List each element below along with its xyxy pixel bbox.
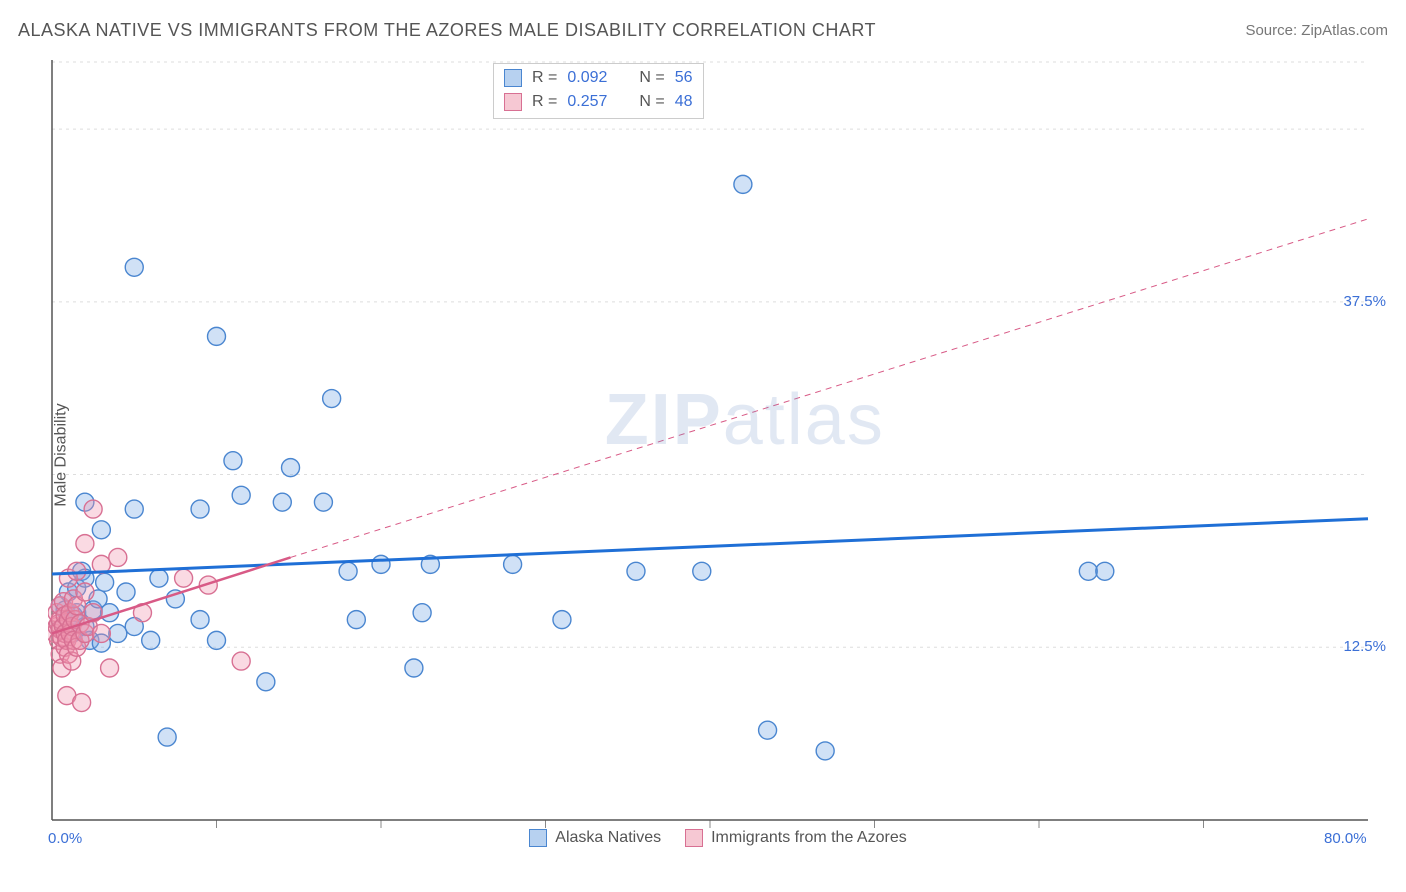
scatter-point [191, 500, 209, 518]
y-tick-label: 12.5% [1343, 638, 1386, 655]
scatter-point [191, 611, 209, 629]
scatter-point [413, 604, 431, 622]
scatter-point [553, 611, 571, 629]
legend-stat-label: N = [639, 90, 664, 114]
legend-r-value: 0.257 [567, 90, 607, 114]
chart-header: ALASKA NATIVE VS IMMIGRANTS FROM THE AZO… [18, 20, 1388, 41]
scatter-point [339, 562, 357, 580]
legend-swatch [504, 93, 522, 111]
scatter-point [142, 631, 160, 649]
scatter-point [175, 569, 193, 587]
scatter-point [816, 742, 834, 760]
scatter-point [323, 390, 341, 408]
scatter-point [504, 555, 522, 573]
chart-title: ALASKA NATIVE VS IMMIGRANTS FROM THE AZO… [18, 20, 876, 41]
scatter-point [208, 631, 226, 649]
legend-swatch [685, 829, 703, 847]
scatter-point [76, 535, 94, 553]
scatter-point [109, 624, 127, 642]
scatter-point [84, 500, 102, 518]
scatter-point [232, 486, 250, 504]
scatter-point [73, 694, 91, 712]
scatter-point [232, 652, 250, 670]
y-tick-label: 37.5% [1343, 293, 1386, 310]
legend-stat-label: R = [532, 90, 557, 114]
legend-series-name: Immigrants from the Azores [711, 829, 907, 847]
scatter-point [158, 728, 176, 746]
scatter-point [224, 452, 242, 470]
legend-swatch [504, 69, 522, 87]
scatter-point [734, 175, 752, 193]
legend-stat-label: R = [532, 66, 557, 90]
scatter-point [101, 659, 119, 677]
scatter-point [627, 562, 645, 580]
scatter-chart [48, 60, 1388, 850]
scatter-point [347, 611, 365, 629]
legend-stats-row: R = 0.092 N = 56 [504, 66, 693, 90]
legend-stats-box: R = 0.092 N = 56 R = 0.257 N = 48 [493, 63, 704, 119]
legend-r-value: 0.092 [567, 66, 607, 90]
legend-n-value: 56 [675, 66, 693, 90]
legend-bottom: Alaska Natives Immigrants from the Azores [48, 826, 1388, 850]
scatter-point [1079, 562, 1097, 580]
trend-line-series-0 [52, 519, 1368, 574]
scatter-point [759, 721, 777, 739]
scatter-point [76, 583, 94, 601]
scatter-point [273, 493, 291, 511]
scatter-point [208, 327, 226, 345]
scatter-point [693, 562, 711, 580]
legend-series-name: Alaska Natives [555, 829, 661, 847]
scatter-point [282, 459, 300, 477]
scatter-point [257, 673, 275, 691]
scatter-point [109, 548, 127, 566]
scatter-point [405, 659, 423, 677]
legend-stats-row: R = 0.257 N = 48 [504, 90, 693, 114]
scatter-point [92, 521, 110, 539]
scatter-point [96, 573, 114, 591]
trend-line-series-1-dash [291, 219, 1368, 558]
y-axis-label: Male Disability [53, 403, 71, 506]
source-label: Source: ZipAtlas.com [1245, 22, 1388, 39]
legend-swatch [529, 829, 547, 847]
scatter-point [125, 258, 143, 276]
scatter-point [372, 555, 390, 573]
scatter-point [125, 500, 143, 518]
scatter-point [150, 569, 168, 587]
chart-area: Male Disability 12.5%37.5%0.0%80.0% ZIPa… [48, 60, 1388, 850]
scatter-point [117, 583, 135, 601]
legend-n-value: 48 [675, 90, 693, 114]
legend-item: Immigrants from the Azores [685, 829, 907, 847]
legend-stat-label: N = [639, 66, 664, 90]
scatter-point [314, 493, 332, 511]
scatter-point [1096, 562, 1114, 580]
scatter-point [92, 624, 110, 642]
legend-item: Alaska Natives [529, 829, 661, 847]
